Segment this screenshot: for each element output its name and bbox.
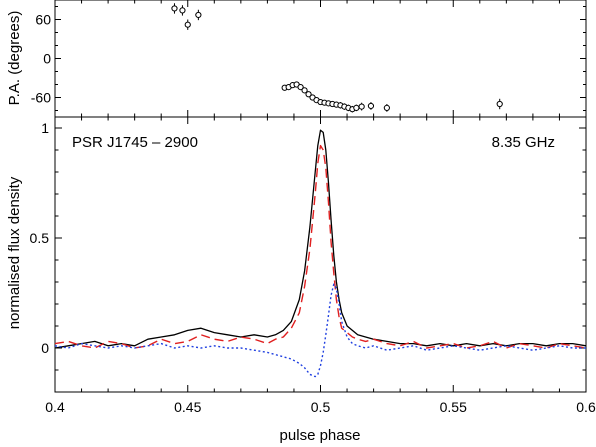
pa-point: [496, 98, 503, 110]
pa-points: [171, 3, 503, 113]
bottom-y-tick-label: 0: [41, 340, 49, 356]
bottom-y-tick-label: 1: [41, 120, 49, 136]
bottom-panel-frame: [54, 116, 587, 393]
x-axis-label: pulse phase: [280, 427, 361, 444]
total-intensity-line: [54, 129, 587, 349]
pa-point: [297, 84, 304, 91]
pa-marker: [184, 21, 191, 28]
top-y-axis-label: P.A. (degrees): [6, 11, 23, 106]
x-tick-label: 0.6: [576, 399, 596, 415]
pulsar-name-label: PSR J1745 – 2900: [72, 134, 198, 151]
pa-point: [195, 9, 202, 21]
pa-point: [367, 102, 375, 110]
pa-point: [301, 87, 308, 94]
linear-polarisation-line: [54, 144, 587, 349]
top-y-ticks: 60 0 -60: [31, 6, 586, 111]
pa-point: [358, 102, 365, 111]
pa-marker: [305, 91, 312, 98]
x-tick-label: 0.55: [440, 399, 467, 415]
flux-profiles: [54, 129, 587, 378]
frequency-label: 8.35 GHz: [492, 134, 555, 151]
x-tick-label: 0.45: [174, 399, 201, 415]
bottom-y-ticks: 00.51: [30, 120, 586, 371]
pa-point: [305, 91, 312, 98]
pa-point: [184, 19, 191, 30]
bottom-x-ticks: 0.4 0.45 0.5 0.55 0.6: [45, 117, 596, 415]
pa-point: [353, 104, 360, 112]
bottom-panel: 00.51 0.4 0.45 0.5 0.55 0.6 PSR J1745 – 2900…: [6, 116, 596, 444]
top-x-ticks: [54, 0, 587, 117]
pa-marker: [367, 102, 375, 110]
pa-marker: [171, 5, 178, 12]
pa-marker: [496, 100, 503, 108]
top-panel: 60 0 -60 P.A. (degrees): [6, 0, 587, 118]
pa-point: [171, 3, 178, 14]
pa-marker: [179, 7, 186, 14]
pa-point: [383, 104, 390, 112]
pa-marker: [301, 87, 308, 94]
bottom-y-tick-label: 0.5: [30, 230, 50, 246]
x-tick-label: 0.5: [311, 399, 331, 415]
bottom-y-axis-label: normalised flux density: [6, 176, 23, 329]
pa-marker: [383, 104, 390, 112]
pa-marker: [358, 103, 365, 110]
top-y-tick-label: -60: [31, 90, 51, 106]
x-tick-label: 0.4: [45, 399, 65, 415]
pa-marker: [195, 11, 202, 19]
circular-polarisation-line: [54, 283, 586, 378]
top-y-tick-label: 60: [35, 12, 51, 28]
pa-marker: [353, 104, 360, 112]
pa-marker: [297, 84, 304, 91]
pa-point: [179, 5, 186, 16]
top-y-tick-label: 0: [43, 51, 51, 67]
